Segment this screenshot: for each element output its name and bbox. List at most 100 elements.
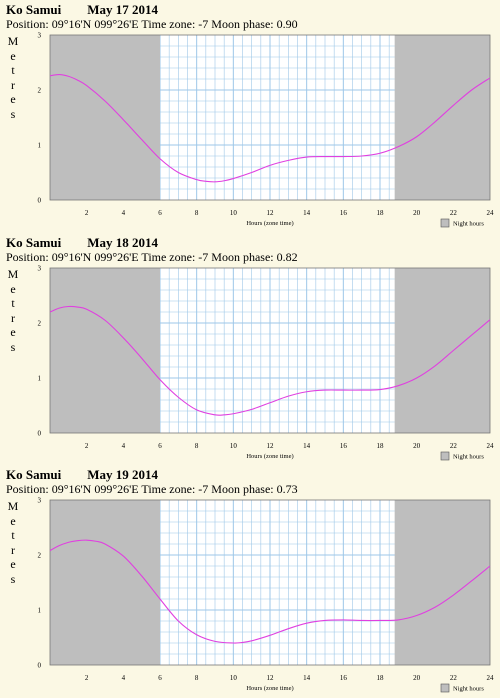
y-tick-label: 3 <box>38 32 42 40</box>
panel-title: Ko Samui May 19 2014 <box>6 467 158 483</box>
x-tick-label: 20 <box>413 209 421 217</box>
moon-phase-label: Moon phase: <box>211 250 274 264</box>
night-hours-band <box>394 35 490 200</box>
tide-curve <box>49 305 491 416</box>
moon-phase-label: Moon phase: <box>211 482 274 496</box>
panel-title: Ko Samui May 18 2014 <box>6 235 158 251</box>
y-axis-label-letter: t <box>11 63 15 77</box>
x-tick-label: 20 <box>413 674 421 682</box>
x-tick-label: 8 <box>195 674 199 682</box>
x-tick-label: 16 <box>340 442 348 450</box>
position-value: 09°16'N 099°26'E <box>51 482 139 496</box>
plot-border <box>49 267 491 434</box>
y-axis-label-letter: s <box>10 339 16 354</box>
y-axis-label-letter: s <box>10 106 16 121</box>
x-tick-label: 10 <box>230 442 238 450</box>
y-tick-label: 0 <box>38 430 42 438</box>
y-axis-label-letter: r <box>11 542 15 557</box>
y-axis-label-letter: e <box>10 281 16 296</box>
position-label: Position: <box>6 250 49 264</box>
y-axis-label-letter: t <box>11 528 15 542</box>
position-value: 09°16'N 099°26'E <box>51 17 139 31</box>
timezone-value: -7 <box>198 250 209 264</box>
x-tick-label: 14 <box>303 209 311 217</box>
tide-panel: Ko Samui May 19 2014 Position: 09°16'N 09… <box>0 465 500 697</box>
x-tick-label: 8 <box>195 209 199 217</box>
y-axis-label-letter: r <box>11 310 15 325</box>
moon-phase-label: Moon phase: <box>211 17 274 31</box>
night-hours-band <box>50 35 160 200</box>
y-tick-label: 1 <box>38 142 42 150</box>
position-label: Position: <box>6 482 49 496</box>
x-tick-label: 22 <box>450 674 458 682</box>
y-axis-label-letter: e <box>10 557 16 571</box>
x-tick-label: 12 <box>267 209 275 217</box>
x-tick-label: 2 <box>85 209 89 217</box>
panel-info: Position: 09°16'N 099°26'E Time zone: -7… <box>6 250 298 265</box>
x-axis-label: Hours (zone time) <box>246 220 293 227</box>
tide-curve <box>49 539 491 644</box>
night-hours-legend-swatch <box>440 451 450 461</box>
x-tick-label: 24 <box>487 442 495 450</box>
y-axis-label-letter: r <box>11 77 15 92</box>
y-tick-label: 2 <box>38 87 42 95</box>
panel-info: Position: 09°16'N 099°26'E Time zone: -7… <box>6 482 298 497</box>
panel-title: Ko Samui May 17 2014 <box>6 2 158 18</box>
x-tick-label: 22 <box>450 209 458 217</box>
x-tick-label: 14 <box>303 674 311 682</box>
y-tick-label: 1 <box>38 375 42 383</box>
x-tick-label: 16 <box>340 209 348 217</box>
moon-phase-value: 0.82 <box>276 250 298 264</box>
x-tick-label: 24 <box>487 209 495 217</box>
plot-border <box>49 499 491 666</box>
x-tick-label: 6 <box>158 674 162 682</box>
y-tick-label: 3 <box>38 265 42 273</box>
timezone-value: -7 <box>198 17 209 31</box>
x-tick-label: 24 <box>487 674 495 682</box>
y-tick-label: 2 <box>38 320 42 328</box>
y-axis-label-letter: t <box>11 296 15 310</box>
x-tick-label: 4 <box>122 209 126 217</box>
night-hours-legend-label: Night hours <box>453 221 484 228</box>
tide-curve <box>49 74 491 183</box>
x-tick-label: 12 <box>267 442 275 450</box>
night-hours-legend-label: Night hours <box>453 686 484 693</box>
x-tick-label: 6 <box>158 209 162 217</box>
y-tick-label: 0 <box>38 197 42 205</box>
night-hours-legend-swatch <box>440 218 450 228</box>
x-tick-label: 10 <box>230 209 238 217</box>
x-tick-label: 10 <box>230 674 238 682</box>
y-axis-label-letter: M <box>7 34 19 48</box>
y-axis-label-letter: e <box>10 325 16 339</box>
y-tick-label: 0 <box>38 662 42 670</box>
x-tick-label: 14 <box>303 442 311 450</box>
x-tick-label: 18 <box>377 674 385 682</box>
x-tick-label: 6 <box>158 442 162 450</box>
location-name: Ko Samui <box>6 467 62 482</box>
location-name: Ko Samui <box>6 235 62 250</box>
plot-border <box>49 34 491 201</box>
night-hours-legend-swatch <box>440 683 450 693</box>
x-tick-label: 2 <box>85 442 89 450</box>
position-value: 09°16'N 099°26'E <box>51 250 139 264</box>
moon-phase-value: 0.90 <box>276 17 298 31</box>
x-axis-label: Hours (zone time) <box>246 453 293 460</box>
x-tick-label: 2 <box>85 674 89 682</box>
panel-info: Position: 09°16'N 099°26'E Time zone: -7… <box>6 17 298 32</box>
timezone-label: Time zone: <box>141 482 196 496</box>
x-tick-label: 18 <box>377 442 385 450</box>
y-axis-label-letter: M <box>7 267 19 281</box>
night-hours-band <box>394 268 490 433</box>
x-tick-label: 16 <box>340 674 348 682</box>
timezone-label: Time zone: <box>141 250 196 264</box>
panel-date: May 17 2014 <box>87 2 159 17</box>
x-tick-label: 12 <box>267 674 275 682</box>
y-axis-label-letter: s <box>10 571 16 586</box>
y-axis-label-letter: e <box>10 92 16 106</box>
panel-date: May 18 2014 <box>87 235 159 250</box>
